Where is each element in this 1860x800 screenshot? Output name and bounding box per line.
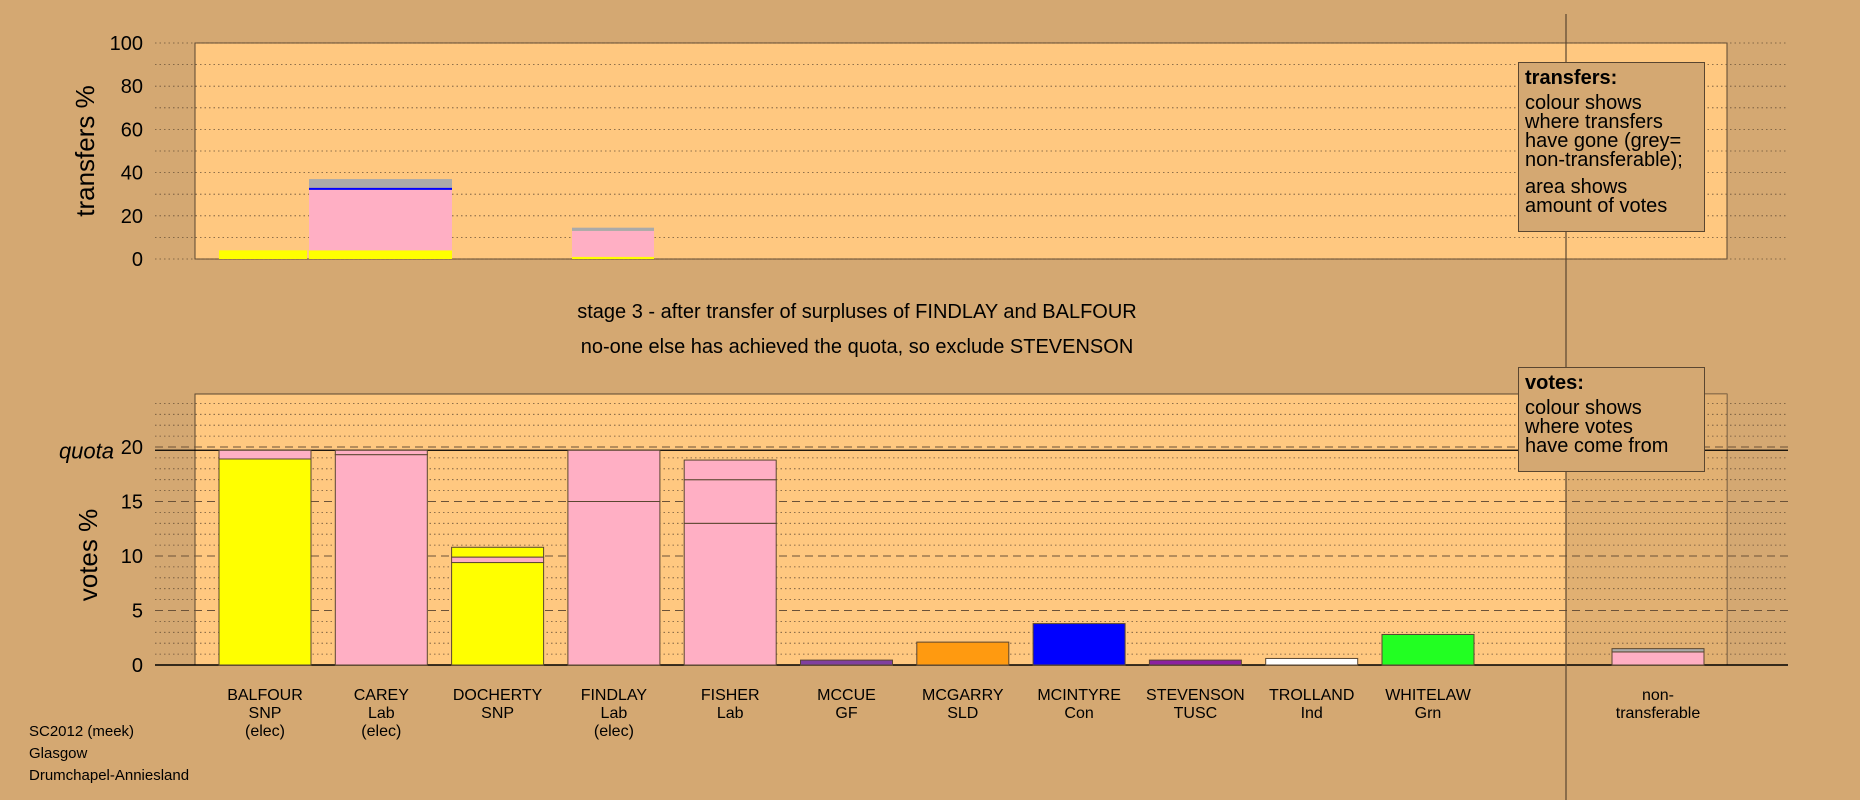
candidate-name-label: FINDLAY	[581, 687, 648, 704]
legend-line: have come from	[1525, 435, 1669, 457]
candidate-name-label: DOCHERTY	[453, 687, 543, 704]
vote-segment-trolland	[1265, 657, 1359, 666]
status-text: no-one else has achieved the quota, so e…	[580, 336, 1134, 358]
vote-segment-fisher	[683, 522, 777, 666]
candidate-name-label: MCGARRY	[922, 687, 1004, 704]
votes-tick-label: 5	[132, 601, 143, 623]
votes-tick-label: 15	[121, 492, 143, 514]
transfer-segment-balfour	[219, 250, 307, 259]
nontransferable-segment	[1611, 648, 1705, 653]
candidate-name-label: TROLLAND	[1269, 687, 1354, 704]
candidate-party-label: SLD	[947, 705, 978, 722]
transfers-legend-text-1: colour shows where transfers have gone (…	[1525, 92, 1698, 171]
transfers-legend-title: transfers:	[1525, 67, 1618, 89]
vote-segment-stevenson	[1148, 659, 1242, 666]
legend-line: where votes	[1525, 416, 1633, 438]
candidate-name-label: FISHER	[701, 687, 760, 704]
candidate-party-label: Lab	[717, 705, 744, 722]
candidate-name-label: MCCUE	[817, 687, 876, 704]
candidate-party-label: Ind	[1301, 705, 1323, 722]
vote-segment-mcgarry	[916, 641, 1010, 666]
vote-segment-fisher	[683, 459, 777, 481]
vote-segment-docherty	[451, 562, 545, 666]
votes-legend-title: votes:	[1525, 372, 1584, 394]
candidate-party-label: Grn	[1415, 705, 1442, 722]
vote-segment-whitelaw	[1381, 633, 1475, 666]
votes-legend: votes: colour shows where votes have com…	[1518, 367, 1705, 472]
vote-segment-docherty	[451, 556, 545, 564]
vote-segment-carey	[334, 454, 428, 666]
candidate-party-label: SNP	[481, 705, 514, 722]
candidate-name-label: CAREY	[354, 687, 409, 704]
transfers-tick-label: 40	[121, 163, 143, 185]
vote-segment-mcintyre	[1032, 623, 1126, 666]
stage-title: stage 3 - after transfer of surpluses of…	[577, 301, 1137, 323]
transfer-segment-balfour	[309, 179, 452, 188]
candidate-name-label: STEVENSON	[1146, 687, 1245, 704]
transfers-legend-text-2: area shows amount of votes	[1525, 176, 1698, 217]
nontransferable-segment	[1611, 651, 1705, 666]
legend-line: amount of votes	[1525, 195, 1668, 217]
transfer-segment-balfour	[309, 189, 452, 251]
legend-line: have gone (grey=	[1525, 130, 1682, 152]
transfers-tick-label: 20	[121, 206, 143, 228]
candidate-party-label: Lab	[601, 705, 628, 722]
votes-tick-label: 0	[132, 655, 143, 677]
legend-line: non-transferable);	[1525, 149, 1683, 171]
transfers-axis-label: transfers %	[70, 85, 100, 217]
legend-line: area shows	[1525, 176, 1628, 198]
votes-legend-text: colour shows where votes have come from	[1525, 397, 1698, 457]
vote-segment-fisher	[683, 479, 777, 524]
candidate-party-label: Lab	[368, 705, 395, 722]
transfer-segment-findlay	[572, 227, 654, 231]
nontransferable-label: non-	[1642, 687, 1674, 704]
footer-council: Glasgow	[29, 745, 88, 762]
transfers-legend: transfers: colour shows where transfers …	[1518, 62, 1705, 232]
candidate-party-label: TUSC	[1174, 705, 1218, 722]
transfer-segment-findlay	[572, 256, 654, 259]
votes-plot-area	[194, 393, 1728, 666]
vote-segment-balfour	[218, 458, 312, 666]
votes-tick-label: 10	[121, 546, 143, 568]
transfer-segment-balfour	[309, 250, 452, 259]
candidate-name-label: WHITELAW	[1385, 687, 1472, 704]
transfers-tick-label: 60	[121, 119, 143, 141]
votes-axis-label: votes %	[73, 509, 103, 602]
vote-segment-findlay	[567, 449, 661, 502]
footer-method: SC2012 (meek)	[29, 723, 135, 740]
candidate-status-label: (elec)	[361, 723, 401, 740]
candidate-name-label: BALFOUR	[227, 687, 303, 704]
vote-segment-docherty	[451, 546, 545, 558]
transfer-segment-findlay	[572, 230, 654, 257]
legend-line: where transfers	[1525, 111, 1663, 133]
vote-segment-mccue	[800, 659, 893, 666]
footer-ward: Drumchapel-Anniesland	[29, 767, 190, 784]
candidate-status-label: (elec)	[594, 723, 634, 740]
transfer-segment-balfour	[309, 187, 452, 190]
vote-segment-carey	[334, 449, 428, 456]
candidate-party-label: GF	[835, 705, 857, 722]
transfers-tick-label: 0	[132, 249, 143, 271]
candidate-party-label: Con	[1064, 705, 1093, 722]
nontransferable-label: transferable	[1616, 705, 1701, 722]
candidate-name-label: MCINTYRE	[1037, 687, 1121, 704]
vote-segment-findlay	[567, 501, 661, 666]
transfers-tick-label: 100	[110, 33, 143, 55]
legend-line: colour shows	[1525, 397, 1642, 419]
legend-line: colour shows	[1525, 92, 1642, 114]
candidate-status-label: (elec)	[245, 723, 285, 740]
transfers-tick-label: 80	[121, 76, 143, 98]
vote-segment-balfour	[218, 449, 312, 460]
quota-label: quota	[59, 438, 114, 463]
votes-tick-label: 20	[121, 437, 143, 459]
candidate-party-label: SNP	[249, 705, 282, 722]
